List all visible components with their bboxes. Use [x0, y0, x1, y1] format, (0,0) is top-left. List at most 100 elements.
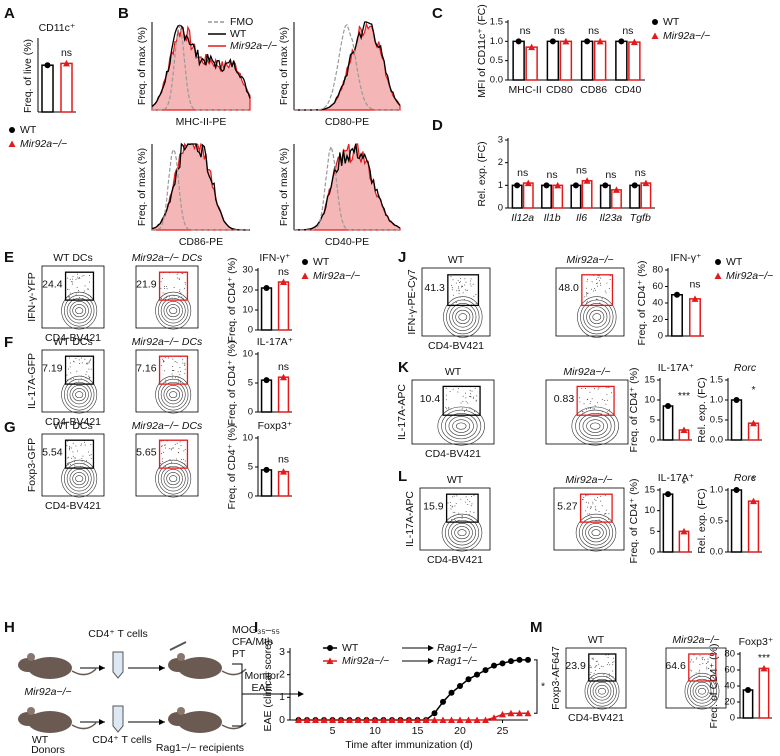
significance: ns	[576, 165, 587, 177]
event-dot	[88, 362, 90, 364]
contour	[61, 459, 98, 498]
event-dot	[600, 277, 602, 279]
event-dot	[689, 661, 691, 663]
event-dot	[609, 664, 611, 666]
marker	[337, 716, 345, 723]
contour	[449, 303, 477, 331]
marker	[465, 676, 472, 683]
event-dot	[604, 290, 606, 292]
event-dot	[465, 392, 467, 394]
gate-value: 23.9	[565, 660, 586, 672]
plot-title: Mir92a−/−	[565, 474, 612, 486]
x-axis-label: CD4-BV421	[427, 554, 483, 566]
event-dot	[75, 457, 77, 459]
significance: ns	[554, 25, 565, 37]
y-tick-label: 1	[498, 180, 503, 191]
contour	[441, 513, 483, 552]
marker	[295, 716, 302, 723]
event-dot	[81, 275, 83, 277]
event-dot	[86, 362, 88, 364]
event-dot	[67, 464, 69, 466]
event-dot	[601, 411, 603, 413]
gate-value: 48.0	[558, 282, 579, 294]
event-dot	[183, 364, 185, 366]
event-dot	[180, 370, 182, 372]
event-dot	[594, 408, 596, 410]
event-dot	[595, 282, 597, 284]
bar	[747, 500, 760, 553]
event-dot	[595, 499, 597, 501]
event-dot	[182, 362, 184, 364]
event-dot	[590, 407, 592, 409]
significance: ns	[278, 361, 289, 373]
event-dot	[590, 505, 592, 507]
event-dot	[606, 282, 608, 284]
event-dot	[164, 444, 166, 446]
legend-target: Rag1−/−	[437, 655, 477, 667]
gate	[579, 493, 613, 523]
y-tick-label: 0	[248, 491, 253, 502]
bar	[662, 405, 674, 441]
gate	[158, 439, 189, 469]
event-dot	[176, 277, 178, 279]
y-tick-label: 5	[650, 415, 655, 426]
contour	[586, 306, 608, 328]
mouse-tail	[221, 722, 247, 730]
event-dot	[605, 292, 607, 294]
event-dot	[89, 376, 91, 378]
significance: ns	[517, 167, 528, 179]
y-tick-label: 0	[650, 435, 655, 446]
event-dot	[609, 278, 611, 280]
event-dot	[69, 366, 71, 368]
event-dot	[171, 373, 173, 375]
event-dot	[184, 363, 186, 365]
event-dot	[66, 379, 68, 381]
plot-frame	[135, 433, 199, 497]
significance: ns	[61, 47, 72, 59]
bar	[552, 184, 564, 209]
event-dot	[174, 377, 176, 379]
event-dot	[706, 668, 708, 670]
contour	[575, 513, 617, 552]
event-dot	[585, 495, 587, 497]
event-dot	[448, 408, 450, 410]
x-axis-label: Time after immunization (d)	[345, 739, 472, 751]
event-dot	[89, 359, 91, 361]
marker	[572, 182, 579, 189]
arrowhead	[298, 691, 304, 697]
y-tick-label: 0.5	[710, 415, 723, 426]
event-dot	[583, 403, 585, 405]
bar	[512, 40, 525, 81]
event-dot	[587, 506, 589, 508]
event-dot	[172, 370, 174, 372]
event-dot	[170, 449, 172, 451]
significance: ns	[547, 169, 558, 181]
event-dot	[470, 495, 472, 497]
event-dot	[690, 659, 692, 661]
significance: ***	[678, 390, 690, 402]
event-dot	[183, 450, 185, 452]
event-dot	[76, 286, 78, 288]
event-dot	[587, 292, 589, 294]
marker	[691, 295, 699, 302]
event-dot	[460, 498, 462, 500]
event-dot	[168, 448, 170, 450]
event-dot	[597, 277, 599, 279]
event-dot	[178, 448, 180, 450]
plot-title: WT	[445, 366, 462, 378]
event-dot	[699, 669, 701, 671]
gate-value: 5.65	[136, 446, 157, 458]
bar	[260, 287, 273, 331]
event-dot	[74, 465, 76, 467]
event-dot	[585, 494, 587, 496]
event-dot	[180, 292, 182, 294]
panel-letter: F	[4, 334, 13, 351]
x-tick-label: Il6	[576, 212, 587, 224]
event-dot	[475, 399, 477, 401]
event-dot	[698, 671, 700, 673]
contour	[575, 409, 616, 443]
plot-title: WT	[447, 474, 464, 486]
event-dot	[467, 504, 469, 506]
event-dot	[77, 450, 79, 452]
event-dot	[446, 408, 448, 410]
